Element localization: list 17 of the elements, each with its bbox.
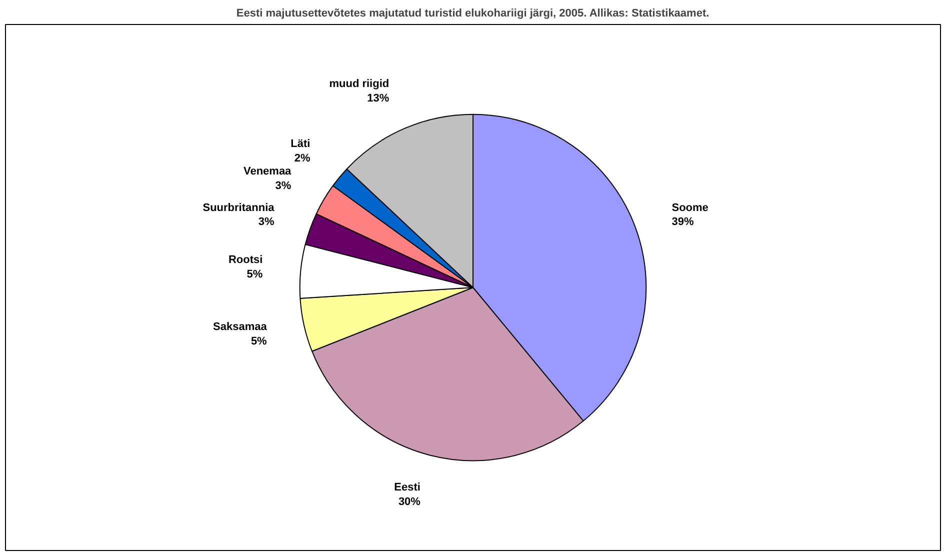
data-label: 3% [275, 180, 292, 192]
slice-label: Suurbritannia [202, 202, 276, 214]
data-label: 5% [246, 268, 263, 281]
slice-label: Eesti [394, 481, 420, 494]
chart-title: Eesti majutusettevõtetes majutatud turistid elukohariigi järgi, 2005. Allikas: Statistikaamet. [236, 8, 710, 20]
slice-label: Rootsi [228, 254, 263, 266]
data-label: 3% [258, 216, 274, 228]
data-label: 2% [294, 152, 310, 164]
data-label: 39% [672, 216, 694, 228]
data-label: 13% [367, 92, 390, 104]
data-label: 30% [398, 496, 421, 508]
slice-label: Venemaa [243, 165, 292, 178]
slice-label: Läti [290, 138, 310, 150]
data-label: 5% [250, 335, 268, 348]
slice-label: Soome [672, 202, 708, 214]
slice-label: Saksamaa [213, 320, 268, 333]
slice-label: muud riigid [329, 78, 390, 90]
